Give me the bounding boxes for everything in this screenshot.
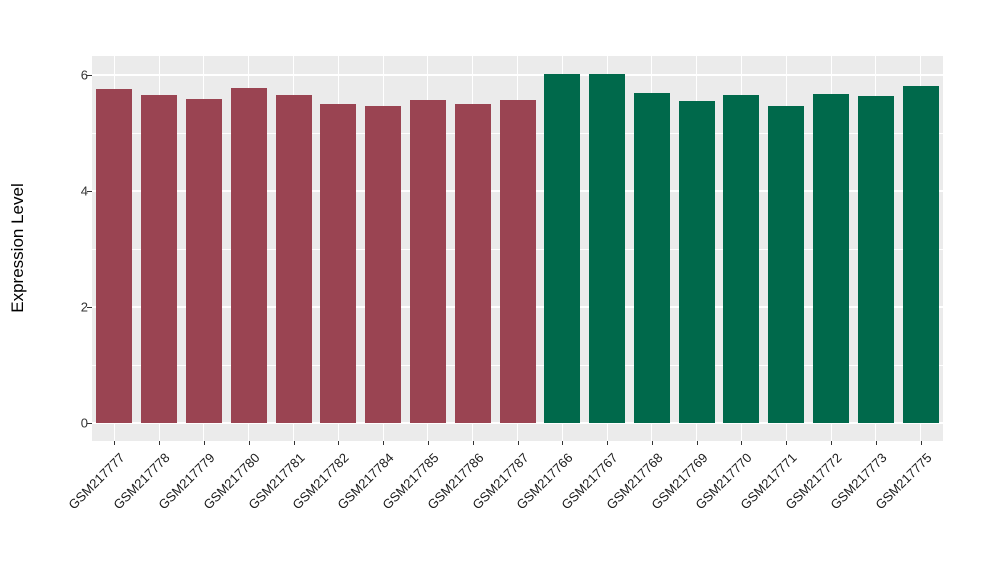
x-tick-mark [562, 441, 564, 445]
bar-GSM217780 [230, 87, 267, 423]
x-tick-mark [607, 441, 609, 445]
y-tick-mark [87, 307, 92, 308]
y-tick-label: 2 [80, 299, 88, 315]
x-tick-mark [248, 441, 250, 445]
x-tick-mark [338, 441, 340, 445]
x-tick-mark [920, 441, 922, 445]
bar-GSM217771 [768, 105, 805, 423]
y-tick-label: 0 [80, 415, 88, 431]
x-tick-mark [831, 441, 833, 445]
x-tick-mark [293, 441, 295, 445]
bar-GSM217781 [275, 94, 312, 423]
bar-GSM217772 [813, 93, 850, 423]
bar-GSM217779 [185, 99, 222, 423]
bar-GSM217769 [678, 101, 715, 423]
x-tick-mark [651, 441, 653, 445]
bar-GSM217777 [96, 88, 133, 423]
x-tick-mark [517, 441, 519, 445]
x-tick-mark [696, 441, 698, 445]
y-tick-label: 4 [80, 183, 88, 199]
y-tick-label: 6 [80, 67, 88, 83]
y-axis-title: Expression Level [8, 183, 27, 313]
bar-GSM217787 [499, 99, 536, 423]
bar-GSM217785 [409, 99, 446, 423]
y-tick-mark [87, 191, 92, 192]
x-tick-mark [114, 441, 116, 445]
x-tick-mark [875, 441, 877, 445]
plot-panel [92, 56, 943, 441]
bar-GSM217768 [633, 92, 670, 423]
bar-GSM217784 [365, 106, 402, 423]
x-tick-mark [159, 441, 161, 445]
x-tick-mark [786, 441, 788, 445]
y-tick-mark [87, 75, 92, 76]
bar-GSM217770 [723, 94, 760, 423]
bar-GSM217773 [857, 96, 894, 423]
x-tick-mark [472, 441, 474, 445]
bar-GSM217782 [320, 104, 357, 423]
bar-GSM217767 [589, 74, 626, 423]
bar-GSM217778 [141, 94, 178, 423]
x-tick-mark [741, 441, 743, 445]
x-tick-mark [427, 441, 429, 445]
bar-GSM217766 [544, 74, 581, 423]
x-tick-mark [383, 441, 385, 445]
bar-GSM217786 [454, 104, 491, 423]
bar-GSM217775 [902, 86, 939, 423]
y-tick-mark [87, 423, 92, 424]
x-tick-mark [203, 441, 205, 445]
